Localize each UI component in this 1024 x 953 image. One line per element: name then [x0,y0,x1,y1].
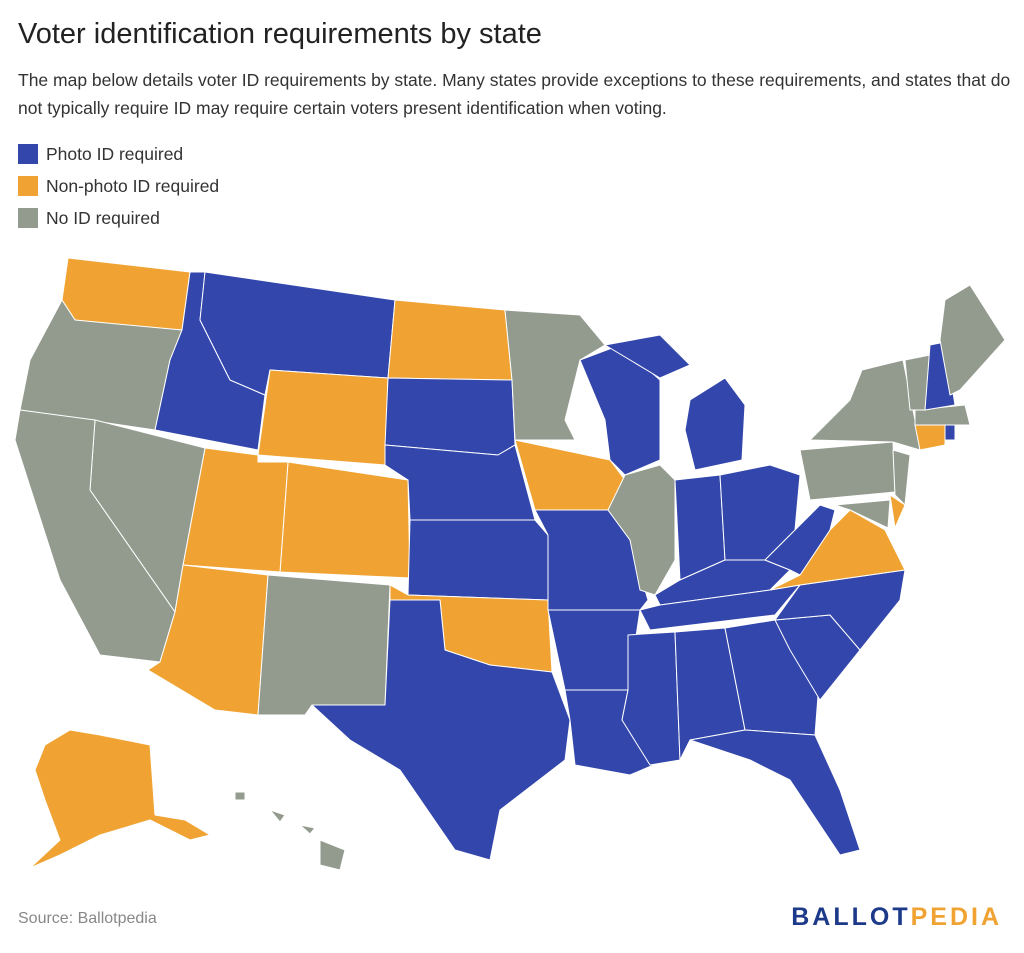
map [14,257,1006,871]
state-region [234,791,246,801]
state-region [61,257,191,331]
state-region [799,441,896,501]
state-region [299,824,316,835]
state-region [834,499,891,529]
state-region [764,504,836,576]
state-region [914,404,971,426]
state-region [892,449,911,506]
state-region [269,809,286,823]
legend-label: No ID required [46,207,160,228]
legend-item: Photo ID required [18,143,183,165]
logo-part: BALLOT [791,903,911,931]
state-region [279,461,411,579]
logo-part: PEDIA [910,903,1002,931]
legend-label: Non-photo ID required [46,175,220,196]
state-region [387,299,513,381]
state-region [257,574,391,716]
state-region [384,377,516,456]
state-region [257,369,389,466]
state-region [604,334,691,379]
state-region [29,729,211,869]
state-region [407,519,549,601]
state-region [547,609,641,691]
source: Source: Ballotpedia [18,910,157,927]
legend-swatch [18,208,38,228]
subtitle: The map below details voter ID requireme… [18,70,1011,118]
title: Voter identification requirements by sta… [18,18,542,50]
legend-item: No ID required [18,207,160,229]
state-region [689,729,861,856]
logo: BALLOTPEDIA [791,903,1002,932]
state-region [809,359,921,451]
state-region [889,494,906,529]
legend-swatch [18,144,38,164]
legend-item: Non-photo ID required [18,175,219,197]
state-region [319,839,346,871]
state-region [311,599,571,861]
legend-label: Photo ID required [46,143,184,164]
state-region [504,309,606,441]
legend-swatch [18,176,38,196]
state-region [684,377,746,471]
state-region [939,284,1006,396]
